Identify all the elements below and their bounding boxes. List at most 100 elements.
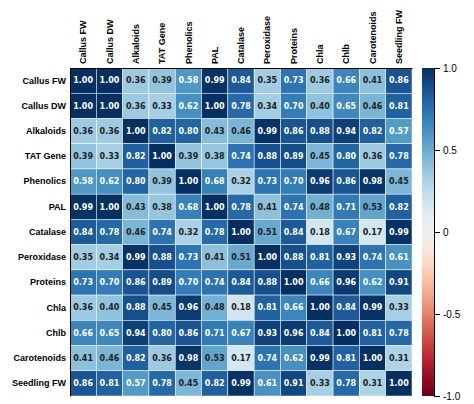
heatmap-cell [175,346,201,371]
cell-label: 0.88 [126,303,146,312]
cell-label: 0.78 [205,228,225,237]
cell-label: 0.96 [284,329,304,338]
cell-label: 0.66 [336,76,356,85]
heatmap-cell [386,68,412,93]
tick: Chla [315,44,325,68]
heatmap-cell [202,295,228,320]
cell-label: 0.43 [126,203,146,212]
heatmap-cell [254,194,280,219]
cell-label: 1.00 [231,228,251,237]
heatmap-cell [70,68,96,93]
heatmap-cell [254,118,280,143]
heatmap-cell [228,371,254,396]
heatmap-cell [359,320,385,345]
heatmap-cell [254,295,280,320]
heatmap-cell [280,93,306,118]
heatmap-cell [333,245,359,270]
heatmap-cell [386,144,412,169]
heatmap-cell [123,219,149,244]
heatmap-cell [70,270,96,295]
heatmap-cell [202,118,228,143]
cell-label: 0.78 [231,203,251,212]
tick-mark [434,314,440,315]
heatmap-cell [202,169,228,194]
heatmap-cell [175,194,201,219]
cell-label: 0.36 [152,354,172,363]
tick: Seedling FW [12,378,70,388]
tick-label: Callus FW [78,20,88,64]
cell-label: 0.82 [152,127,172,136]
cell-label: 0.99 [257,127,277,136]
cell-label: 1.00 [336,329,356,338]
cell-label: 0.66 [284,303,304,312]
cell-label: 0.71 [205,329,225,338]
cell-label: 0.36 [100,127,120,136]
heatmap-cell [70,93,96,118]
cell-label: 1.00 [257,253,277,262]
cell-label: 0.73 [179,253,199,262]
cell-label: 0.80 [336,152,356,161]
cell-label: 0.93 [257,329,277,338]
tick: Callus DW [105,19,115,68]
cell-label: 0.33 [152,102,172,111]
tick-label: Proteins [30,277,66,287]
cell-label: 0.62 [100,177,120,186]
cell-label: 0.86 [179,329,199,338]
heatmap-cell [123,93,149,118]
cell-label: 0.33 [100,152,120,161]
heatmap-cell [70,346,96,371]
cell-label: 1.00 [205,203,225,212]
cell-label: 0.39 [152,177,172,186]
heatmap-cell [70,219,96,244]
cell-label: 0.39 [152,76,172,85]
cell-label: 0.39 [73,152,93,161]
heatmap-cell [280,295,306,320]
heatmap-cell [96,270,122,295]
cell-label: 0.96 [336,278,356,287]
heatmap-cell [149,346,175,371]
heatmap-cell [202,245,228,270]
cell-label: 0.84 [336,303,356,312]
cell-label: 1.00 [152,152,172,161]
heatmap-cell [123,68,149,93]
heatmap-cell [202,219,228,244]
cell-label: 0.58 [73,177,93,186]
tick: Phenolics [23,176,70,186]
cell-label: 0.80 [179,127,199,136]
heatmap-cell [359,371,385,396]
cell-label: 0.41 [205,253,225,262]
cell-label: 0.36 [126,102,146,111]
heatmap-cell [254,169,280,194]
cell-label: 0.33 [310,379,330,388]
cell-label: 0.99 [126,253,146,262]
tick: 1.0 [434,63,457,74]
heatmap-cell [280,219,306,244]
heatmap-cell [149,118,175,143]
heatmap-cell [386,320,412,345]
heatmap-cell [228,144,254,169]
heatmap-cell [228,93,254,118]
cell-label: 0.31 [389,354,409,363]
cell-label: 0.38 [152,203,172,212]
cell-label: 0.46 [100,354,120,363]
cell-label: 0.36 [310,76,330,85]
heatmap-cell [123,295,149,320]
heatmap-cell [359,219,385,244]
tick-label: Seedling FW [394,9,404,64]
heatmap-cell [228,320,254,345]
cell-label: 0.67 [231,329,251,338]
heatmap-cell [70,295,96,320]
cell-label: 0.80 [152,329,172,338]
heatmap-cell [202,371,228,396]
heatmap-cell [175,144,201,169]
cell-label: 0.18 [231,303,251,312]
tick-label: Seedling FW [12,378,67,388]
heatmap-cell [123,320,149,345]
tick-label: Alkaloids [131,24,141,64]
heatmap-cell [307,371,333,396]
tick-label: -0.5 [443,309,461,320]
cell-label: 0.81 [363,329,383,338]
heatmap-cell [333,346,359,371]
cell-label: 0.53 [363,203,383,212]
tick-label: TAT Gene [157,23,167,64]
